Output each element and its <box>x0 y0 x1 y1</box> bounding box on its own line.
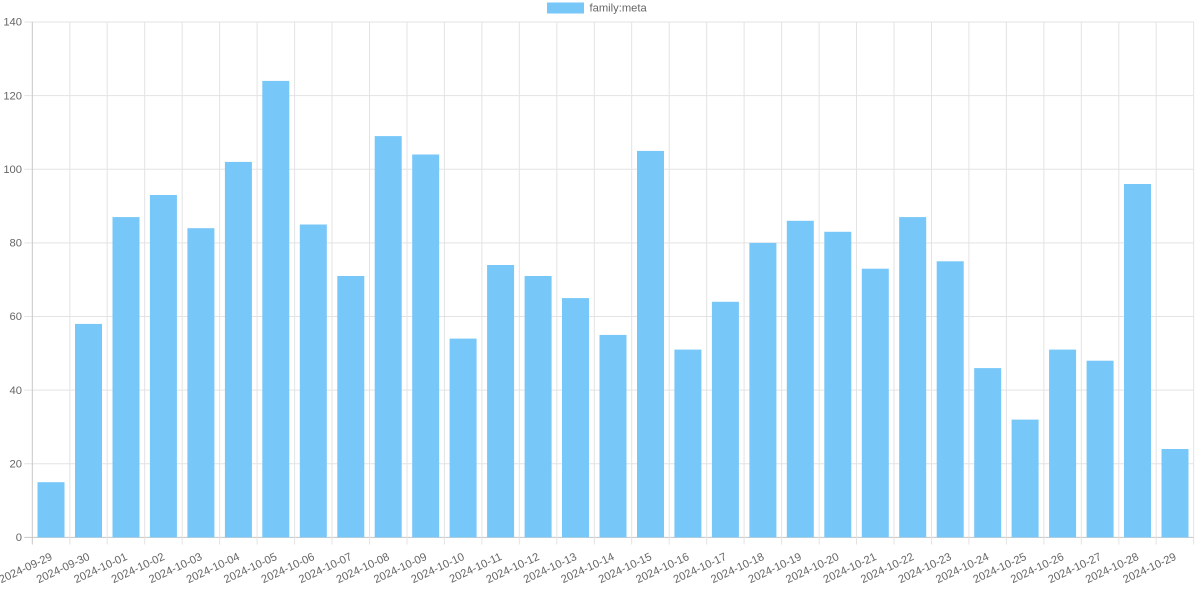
svg-text:0: 0 <box>16 532 22 544</box>
svg-text:family:meta: family:meta <box>590 3 648 15</box>
svg-text:80: 80 <box>10 238 22 250</box>
svg-text:120: 120 <box>3 90 22 102</box>
svg-text:60: 60 <box>10 311 22 323</box>
svg-text:100: 100 <box>3 164 22 176</box>
svg-text:20: 20 <box>10 459 22 471</box>
svg-text:140: 140 <box>3 17 22 29</box>
svg-text:40: 40 <box>10 385 22 397</box>
